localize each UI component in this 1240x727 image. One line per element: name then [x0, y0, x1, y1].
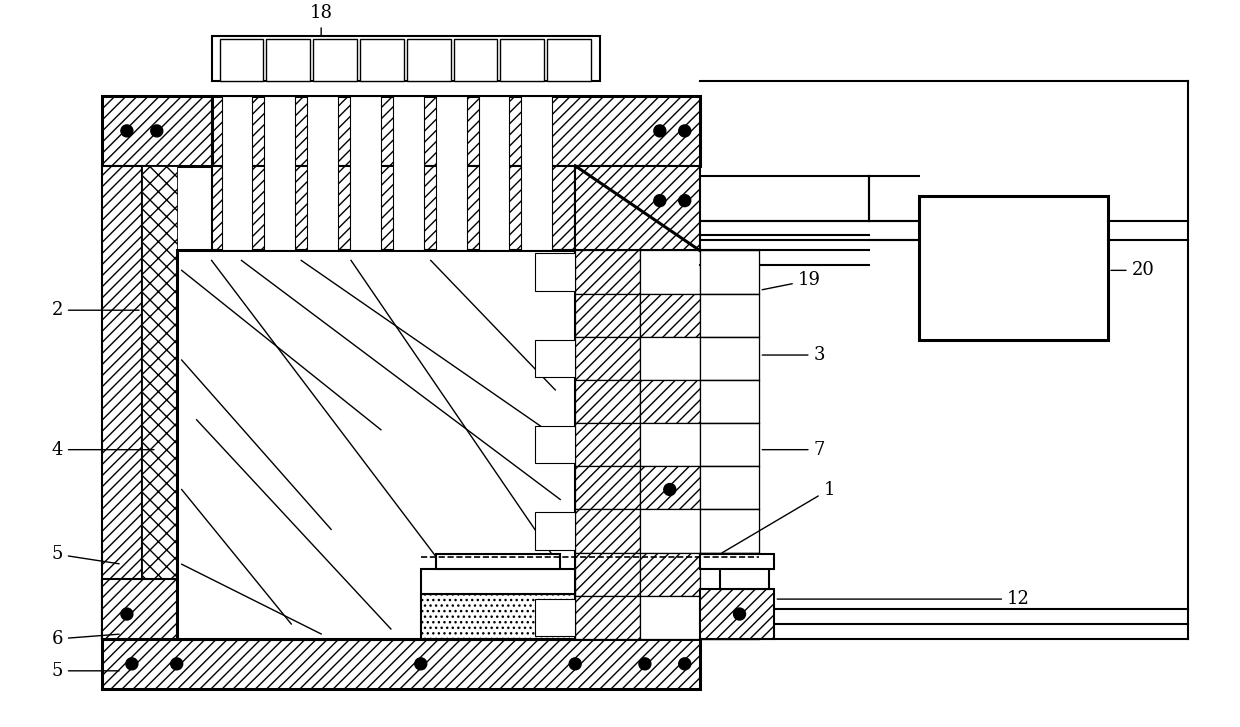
Circle shape	[126, 658, 138, 670]
Bar	[640, 423, 699, 466]
Bar	[699, 380, 759, 423]
Bar	[521, 96, 552, 250]
Bar	[177, 250, 575, 639]
Bar	[102, 639, 699, 688]
Circle shape	[639, 658, 651, 670]
Bar	[699, 510, 759, 553]
Bar	[640, 466, 699, 510]
Bar	[640, 250, 699, 639]
Bar	[536, 340, 575, 377]
Bar	[407, 39, 450, 81]
Circle shape	[122, 608, 133, 620]
Bar	[575, 250, 640, 294]
Bar	[212, 166, 575, 250]
Bar	[536, 254, 575, 291]
Circle shape	[653, 125, 666, 137]
Text: 18: 18	[310, 4, 332, 36]
Bar	[267, 39, 310, 81]
Text: 19: 19	[763, 271, 821, 290]
Text: 20: 20	[1111, 262, 1154, 279]
Text: 12: 12	[777, 590, 1030, 608]
Bar	[640, 250, 699, 294]
Bar	[699, 250, 759, 294]
Bar	[575, 294, 640, 337]
Bar	[719, 559, 770, 589]
Circle shape	[569, 658, 582, 670]
Bar	[536, 513, 575, 550]
Bar	[308, 96, 339, 250]
Bar	[222, 96, 253, 250]
Text: 4: 4	[52, 441, 154, 459]
Bar	[575, 423, 640, 466]
Bar	[575, 466, 640, 510]
Bar	[575, 595, 640, 639]
Bar	[640, 595, 699, 639]
Text: 5: 5	[52, 662, 119, 680]
Text: 2: 2	[52, 301, 139, 319]
Bar	[699, 337, 759, 380]
Bar	[393, 96, 424, 250]
Bar	[212, 96, 699, 166]
Text: 5: 5	[52, 545, 119, 564]
Circle shape	[663, 483, 676, 496]
Bar	[435, 96, 466, 250]
Bar	[699, 595, 759, 639]
Bar	[102, 579, 177, 639]
Bar	[219, 39, 263, 81]
Bar	[102, 96, 212, 166]
Bar	[699, 554, 775, 569]
Bar	[479, 96, 510, 250]
Bar	[102, 166, 141, 639]
Bar	[575, 553, 640, 595]
Bar	[420, 594, 575, 639]
Bar	[575, 510, 640, 553]
Bar	[435, 554, 560, 569]
Text: 6: 6	[51, 630, 119, 648]
Bar	[360, 39, 404, 81]
Bar	[640, 380, 699, 423]
Circle shape	[678, 195, 691, 206]
Circle shape	[122, 125, 133, 137]
Bar	[919, 196, 1109, 340]
Circle shape	[415, 658, 427, 670]
Text: 3: 3	[763, 346, 825, 364]
Circle shape	[678, 125, 691, 137]
Bar	[575, 166, 699, 250]
Bar	[536, 599, 575, 636]
Bar	[575, 337, 640, 380]
Bar	[575, 380, 640, 423]
Circle shape	[171, 658, 182, 670]
Bar	[699, 250, 759, 639]
Circle shape	[653, 195, 666, 206]
Bar	[536, 426, 575, 463]
Bar	[454, 39, 497, 81]
Bar	[420, 569, 575, 594]
Bar	[640, 553, 699, 595]
Circle shape	[151, 125, 162, 137]
Bar	[640, 510, 699, 553]
Bar	[699, 589, 775, 639]
Circle shape	[678, 658, 691, 670]
Bar	[314, 39, 357, 81]
Bar	[547, 39, 591, 81]
Bar	[264, 96, 295, 250]
Bar	[501, 39, 544, 81]
Bar	[699, 294, 759, 337]
Bar	[640, 337, 699, 380]
Bar	[699, 423, 759, 466]
Bar	[699, 553, 759, 595]
Circle shape	[734, 608, 745, 620]
Bar	[699, 466, 759, 510]
Bar	[141, 166, 177, 639]
Text: 7: 7	[763, 441, 825, 459]
Bar	[212, 36, 600, 81]
Bar	[350, 96, 381, 250]
Bar	[640, 294, 699, 337]
Text: 1: 1	[722, 481, 835, 553]
